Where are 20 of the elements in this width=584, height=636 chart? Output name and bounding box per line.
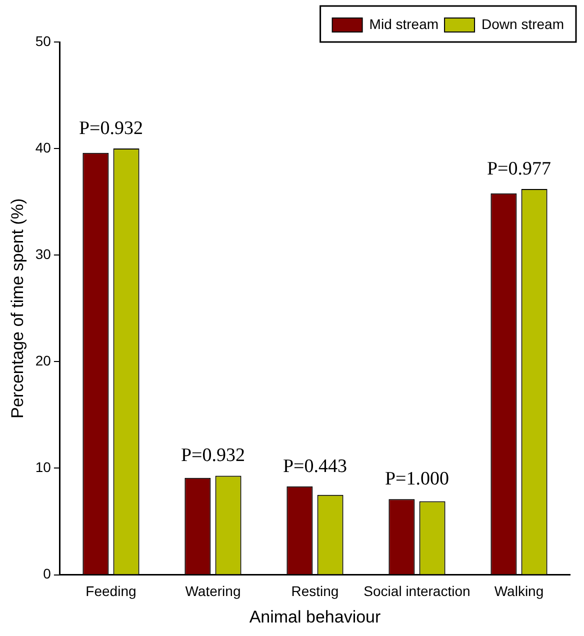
legend-label: Mid stream xyxy=(369,16,439,32)
y-tick-label: 50 xyxy=(35,32,52,49)
y-axis-title: Percentage of time spent (%) xyxy=(8,198,27,418)
x-tick-label: Resting xyxy=(291,583,339,600)
x-tick-label: Feeding xyxy=(86,583,136,600)
annotation: P=0.443 xyxy=(282,456,348,477)
x-tick-label: Social interaction xyxy=(364,583,470,600)
annotation: P=0.932 xyxy=(180,445,246,466)
annotation: P=1.000 xyxy=(384,468,450,490)
y-tick-label: 40 xyxy=(35,139,52,156)
x-axis-title: Animal behaviour xyxy=(249,607,381,626)
annotation: P=0.932 xyxy=(78,118,143,140)
y-tick-label: 30 xyxy=(35,246,52,262)
y-tick-label: 20 xyxy=(35,352,52,369)
legend-label: Down stream xyxy=(482,16,564,32)
y-tick-label: 0 xyxy=(43,566,52,582)
annotation: P=0.977 xyxy=(486,158,552,180)
x-tick-label: Watering xyxy=(185,583,241,600)
y-tick-label: 10 xyxy=(35,459,52,476)
x-tick-label: Walking xyxy=(494,583,544,600)
